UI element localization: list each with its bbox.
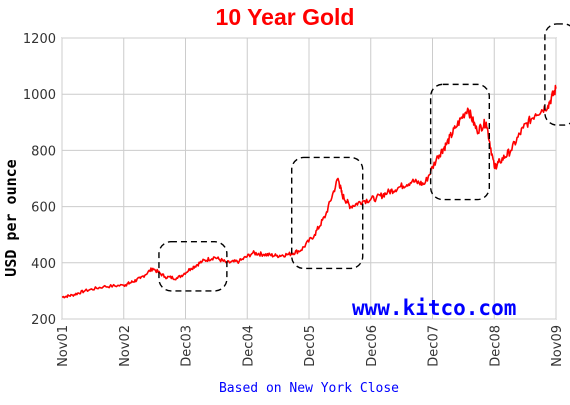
y-tick-label: 1000 (23, 88, 56, 103)
y-tick-label: 800 (31, 144, 56, 159)
y-tick-label: 200 (31, 313, 56, 328)
x-tick-label: Dec08 (488, 325, 503, 367)
x-axis-label: Based on New York Close (218, 381, 399, 396)
x-tick-label: Dec04 (241, 325, 256, 367)
x-tick-label: Dec03 (180, 325, 195, 367)
y-tick-labels: 200 400 600 800 1000 1200 (23, 32, 56, 328)
series-line (61, 84, 557, 299)
y-axis-label: USD per ounce (2, 159, 20, 276)
annotation-boxes (158, 23, 570, 292)
series-layer (61, 84, 557, 299)
annotation-box (291, 156, 364, 270)
chart-title: 10 Year Gold (215, 4, 355, 30)
annotation-box (429, 83, 491, 201)
x-tick-label: Nov09 (550, 325, 565, 367)
y-tick-label: 400 (31, 257, 56, 272)
annotation-box (158, 241, 228, 292)
x-tick-label: Dec05 (303, 325, 318, 367)
annotation-box (544, 23, 570, 126)
x-tick-label: Dec07 (427, 325, 442, 367)
x-tick-label: Nov02 (118, 325, 133, 367)
watermark: www.kitco.com (352, 296, 517, 320)
x-tick-label: Nov01 (56, 325, 71, 367)
y-tick-label: 600 (31, 201, 56, 216)
y-tick-label: 1200 (23, 32, 56, 47)
x-tick-labels: Nov01 Nov02 Dec03 Dec04 Dec05 Dec06 Dec07 Dec08… (56, 325, 565, 367)
x-tick-label: Dec06 (365, 325, 380, 367)
grid-lines (61, 37, 557, 320)
